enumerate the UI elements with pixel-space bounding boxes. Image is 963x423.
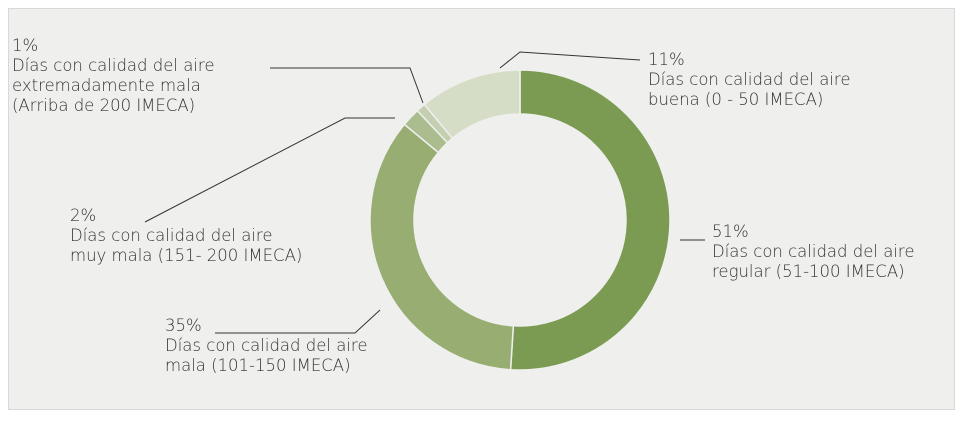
donut-slice	[509, 69, 671, 371]
category-label: Días con calidad del aire regular (51-10…	[712, 242, 915, 281]
value-label: 1%	[12, 36, 39, 55]
leader-line	[215, 309, 381, 334]
value-label: 35%	[165, 316, 202, 335]
category-label: Días con calidad del aire mala (101-150 …	[165, 336, 368, 375]
value-label: 2%	[70, 206, 97, 225]
leader-line	[144, 117, 395, 223]
category-label: Días con calidad del aire extremadamente…	[12, 56, 215, 115]
category-label: Días con calidad del aire muy mala (151-…	[70, 226, 303, 265]
category-label: Días con calidad del aire buena (0 - 50 …	[648, 70, 851, 109]
leader-line	[499, 51, 641, 69]
value-label: 51%	[712, 222, 749, 241]
donut-slice	[369, 123, 515, 371]
leader-line	[270, 67, 424, 104]
value-label: 11%	[648, 50, 685, 69]
donut-slice	[423, 69, 521, 140]
